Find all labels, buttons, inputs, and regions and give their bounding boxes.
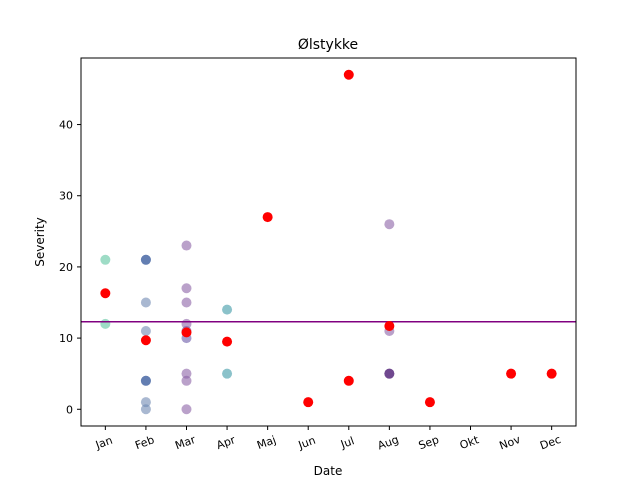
mean-point <box>343 375 354 386</box>
x-tick-label: Jun <box>296 434 318 452</box>
mean-point <box>546 368 557 379</box>
scatter-point <box>384 368 395 379</box>
y-tick-label: 30 <box>59 190 73 203</box>
axes-frame <box>80 57 577 427</box>
scatter-point <box>140 297 151 308</box>
mean-point <box>384 320 395 331</box>
x-tick-label: Jul <box>338 434 356 451</box>
mean-point <box>100 288 111 299</box>
scatter-point <box>140 325 151 336</box>
mean-point <box>506 368 517 379</box>
scatter-point <box>140 254 151 265</box>
mean-point <box>181 327 192 338</box>
scatter-point <box>181 297 192 308</box>
mean-point <box>303 397 314 408</box>
scatter-point <box>384 219 395 230</box>
scatter-point <box>181 375 192 386</box>
mean-point <box>262 212 273 223</box>
y-tick-label: 10 <box>59 332 73 345</box>
y-tick-label: 20 <box>59 261 73 274</box>
y-tick-label: 0 <box>66 403 73 416</box>
data-points <box>81 69 576 415</box>
scatter-point <box>181 240 192 251</box>
x-tick-label: Maj <box>255 433 278 452</box>
mean-point <box>222 336 233 347</box>
scatter-point <box>100 318 111 329</box>
x-tick-label: Okt <box>458 433 481 452</box>
scatter-point <box>140 404 151 415</box>
x-tick-label: Jan <box>93 434 114 452</box>
scatter-point <box>222 368 233 379</box>
scatter-point <box>100 254 111 265</box>
mean-point <box>140 335 151 346</box>
scatter-point <box>181 404 192 415</box>
scatter-point <box>181 368 192 379</box>
mean-point <box>343 69 354 80</box>
x-axis-label: Date <box>314 464 343 478</box>
scatter-point <box>181 283 192 294</box>
x-tick-label: Apr <box>215 433 238 452</box>
scatter-point <box>140 397 151 408</box>
y-tick-label: 40 <box>59 119 73 132</box>
x-tick-label: Feb <box>133 433 156 452</box>
scatter-point <box>140 375 151 386</box>
mean-point <box>424 397 435 408</box>
scatter-point <box>222 304 233 315</box>
chart-title: Ølstykke <box>298 37 358 53</box>
y-axis-label: Severity <box>33 217 47 267</box>
